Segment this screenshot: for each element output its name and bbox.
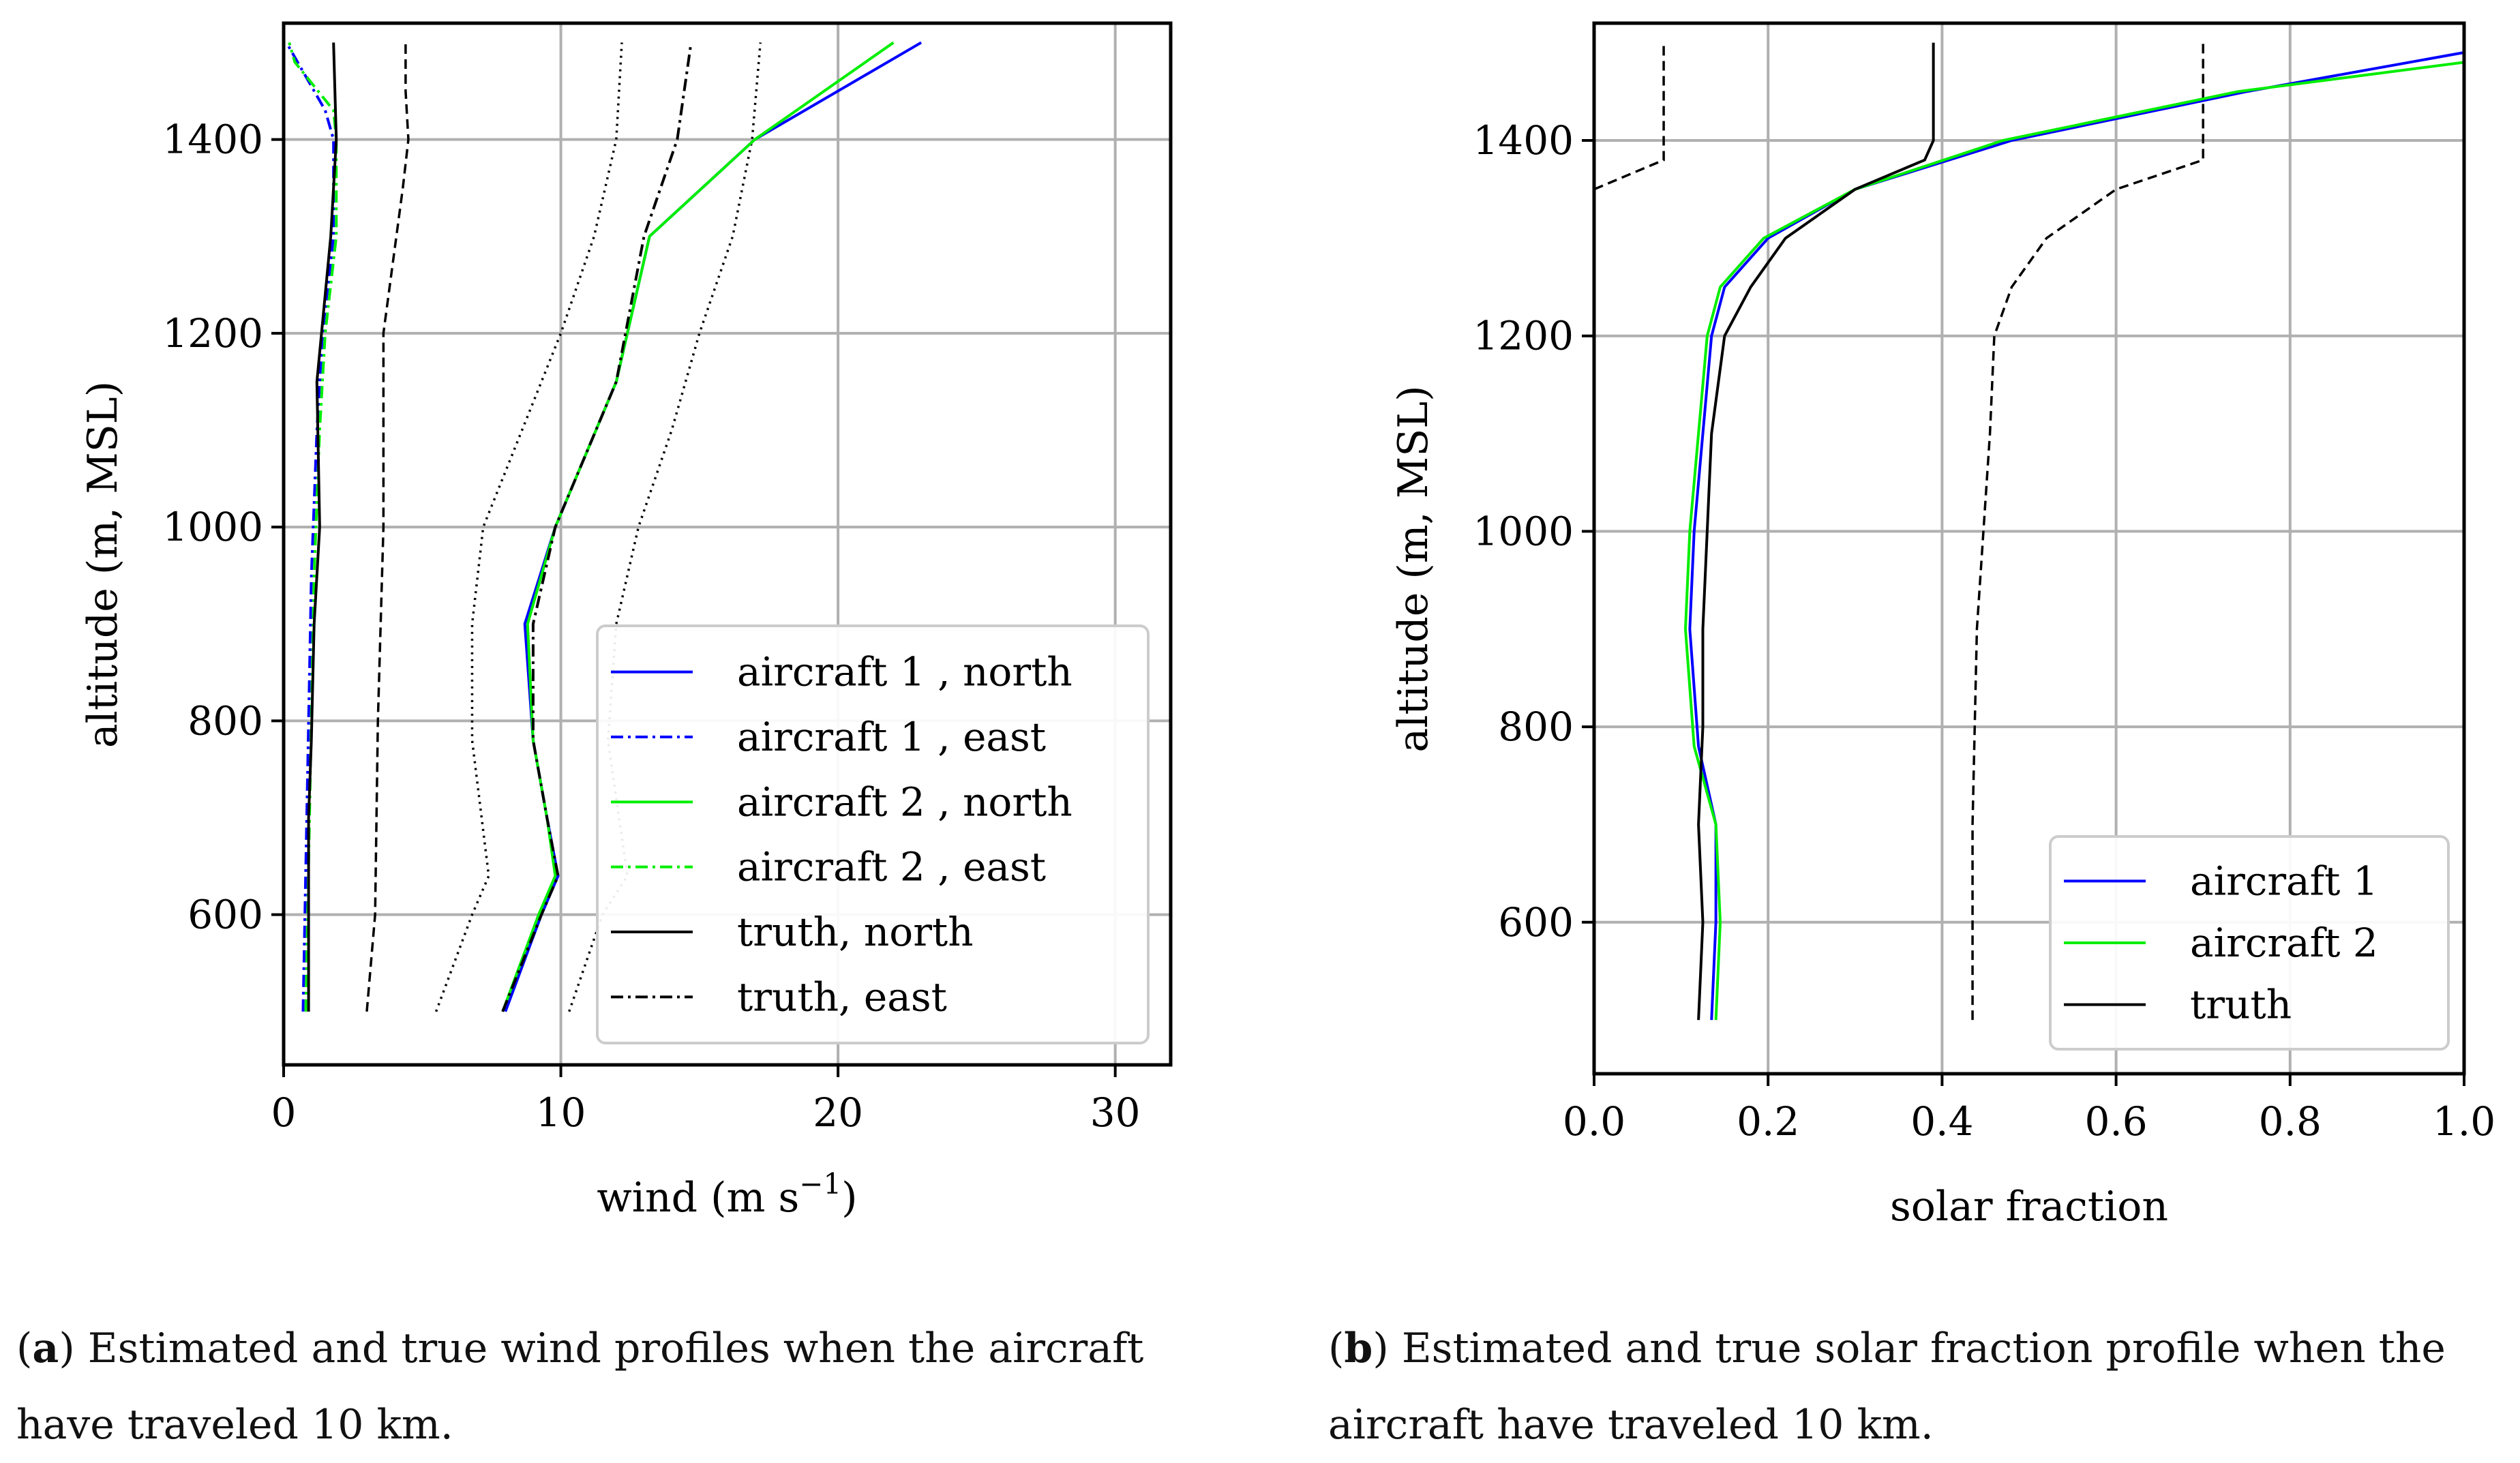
caption-a: (a) Estimated and true wind profiles whe…	[16, 1325, 1144, 1449]
chart-b: 0.0 0.2 0.4 0.6 0.8 1.0 600 800 1000 1200 1400 sola…	[1390, 21, 2495, 1231]
xtick-label: 0.2	[1737, 1098, 1799, 1145]
ytick-label: 1200	[1473, 313, 1574, 359]
legend-label: aircraft 2 , north	[737, 779, 1072, 825]
caption-b-text: Estimated and true solar fraction profil…	[1328, 1325, 2446, 1449]
ytick-label: 1400	[162, 117, 263, 163]
legend-label: aircraft 1 , north	[737, 649, 1072, 695]
ytick-label: 800	[188, 697, 263, 744]
ytick-label: 600	[188, 892, 263, 938]
ytick-label: 1000	[162, 504, 263, 550]
legend-label: aircraft 2	[2190, 920, 2378, 966]
y-axis-label: altitude (m, MSL)	[79, 381, 127, 748]
y-axis-label: altitude (m, MSL)	[1390, 385, 1437, 752]
series-truth-north	[307, 42, 338, 1012]
legend-label: truth, north	[737, 909, 974, 955]
xtick-label: 1.0	[2433, 1098, 2495, 1145]
series-aircraft-2-east	[288, 42, 338, 1012]
x-axis-label: wind (m s−1)	[597, 1167, 857, 1222]
envelope-line-1	[1971, 42, 2204, 1021]
xtick-label: 30	[1090, 1089, 1141, 1136]
xtick-label: 10	[536, 1089, 586, 1136]
xtick-label: 0.4	[1910, 1098, 1973, 1145]
ytick-label: 1400	[1473, 117, 1574, 164]
series-aircraft-2-north	[501, 41, 895, 1012]
legend-box	[2049, 835, 2450, 1051]
caption-b-label: b	[1344, 1325, 1373, 1372]
legend-label: aircraft 1 , east	[737, 714, 1046, 760]
legend-box	[596, 624, 1150, 1044]
caption-a-text: Estimated and true wind profiles when th…	[16, 1325, 1144, 1449]
legend-label: truth, east	[737, 974, 947, 1020]
axes-frame	[282, 21, 1173, 1067]
series-truth	[1697, 42, 1935, 1021]
xtick-label: 0.8	[2259, 1098, 2322, 1145]
xtick-label: 0	[271, 1089, 297, 1136]
chart-a: 0 10 20 30 600 800 1000 1200 1400 wind (m s−1) alt…	[79, 21, 1173, 1222]
series-truth-east	[501, 42, 693, 1012]
xtick-label: 0.6	[2084, 1098, 2147, 1145]
legend-label: aircraft 1	[2190, 858, 2378, 904]
xtick-label: 20	[813, 1089, 863, 1136]
envelope-line-0	[365, 42, 410, 1012]
legend-label: aircraft 2 , east	[737, 844, 1046, 890]
x-axis-label: solar fraction	[1890, 1183, 2168, 1231]
envelope-line-0	[1593, 42, 1665, 191]
envelope-line-1	[434, 42, 623, 1012]
series-aircraft-2	[1683, 61, 2465, 1021]
legend-label: truth	[2190, 982, 2292, 1028]
ytick-label: 800	[1498, 704, 1574, 750]
envelope-line-2	[568, 42, 762, 1012]
ytick-label: 1200	[162, 310, 263, 357]
axes-frame	[1592, 21, 2466, 1076]
ytick-label: 1000	[1473, 508, 1574, 554]
caption-a-label: a	[32, 1325, 59, 1372]
xtick-label: 0.0	[1563, 1098, 1625, 1145]
ytick-label: 600	[1498, 899, 1574, 946]
caption-b: (b) Estimated and true solar fraction pr…	[1328, 1325, 2446, 1449]
